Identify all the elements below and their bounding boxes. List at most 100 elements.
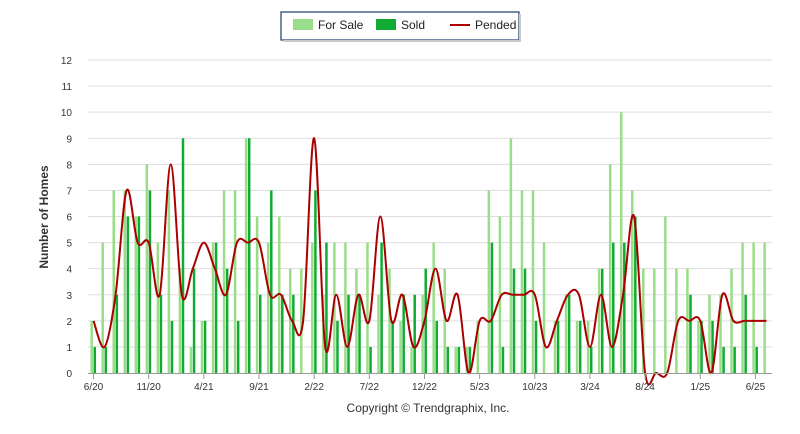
for-sale-bar [619, 112, 623, 374]
y-tick-label: 11 [62, 82, 73, 93]
sold-bar [159, 294, 163, 373]
sold-bar [556, 320, 560, 373]
for-sale-bar [631, 190, 634, 373]
pended-line [92, 137, 767, 386]
for-sale-bar [597, 268, 601, 373]
sold-bar [700, 320, 703, 373]
for-sale-bar [410, 346, 413, 373]
x-tick-label: 1/25 [691, 382, 711, 393]
sold-bar [490, 242, 494, 373]
for-sale-bar [708, 294, 711, 373]
sold-bar [501, 346, 505, 373]
for-sale-bar [752, 242, 755, 373]
legend: For Sale Sold Pended [280, 11, 521, 42]
y-axis-label: Number of Homes [37, 165, 51, 269]
x-tick-label: 11/20 [137, 382, 162, 393]
for-sale-bar [531, 190, 535, 373]
pended-line-path [92, 137, 767, 386]
sold-bar [413, 294, 416, 373]
for-sale-bar [134, 216, 138, 373]
x-tick-label: 6/25 [746, 382, 766, 393]
sold-bar [689, 294, 692, 373]
legend-swatch [376, 19, 396, 30]
for-sale-bar [443, 268, 446, 373]
for-sale-bar [289, 268, 292, 373]
for-sale-bar [421, 294, 424, 373]
for-sale-bar [178, 268, 182, 373]
x-axis-ticks: 6/20 11/20 4/21 9/21 2/22 7/22 12/22 5/23 10/23 3… [84, 373, 766, 393]
sold-bar [402, 294, 405, 373]
y-tick-label: 1 [66, 343, 72, 354]
for-sale-bar [586, 320, 590, 373]
sold-bar [325, 242, 328, 373]
for-sale-bar [476, 320, 480, 373]
sold-bar [755, 346, 758, 373]
for-sale-bar [156, 242, 160, 373]
for-sale-bar [311, 242, 314, 373]
for-sale-bar [344, 242, 347, 373]
y-tick-label: 4 [66, 265, 72, 276]
sold-bar [578, 320, 582, 373]
sold-bar [623, 242, 626, 373]
for-sale-bar [741, 242, 744, 373]
sold-bar [446, 346, 450, 373]
for-sale-bar [719, 294, 722, 373]
legend-label: Sold [401, 18, 425, 32]
for-sale-bar [575, 320, 579, 373]
for-sale-bar [244, 138, 248, 373]
sold-bar [512, 268, 516, 373]
sold-bar [292, 294, 295, 373]
for-sale-bar [509, 138, 513, 373]
y-tick-label: 3 [66, 291, 72, 302]
for-sale-bar [432, 242, 435, 373]
x-tick-label: 2/22 [304, 382, 324, 393]
sold-bar [225, 268, 229, 373]
for-sale-bar [266, 242, 270, 373]
bars [90, 112, 766, 374]
y-tick-label: 0 [66, 369, 72, 380]
sold-bar [634, 216, 637, 373]
sold-bar [247, 138, 251, 373]
for-sale-bar [553, 320, 557, 373]
for-sale-bar [608, 164, 612, 373]
for-sale-bar [145, 164, 149, 373]
sold-bar [369, 346, 372, 373]
sold-bar [468, 346, 472, 373]
sold-bar [711, 320, 714, 373]
sold-bar [115, 294, 119, 373]
sold-bar [314, 190, 317, 373]
sold-bar [589, 346, 593, 373]
sold-bar [744, 294, 747, 373]
for-sale-bar [564, 294, 568, 373]
x-tick-label: 6/20 [84, 382, 104, 393]
sold-bar [281, 294, 284, 373]
sold-bar [126, 216, 130, 373]
legend-swatch [293, 19, 313, 30]
for-sale-bar [399, 320, 402, 373]
y-tick-label: 10 [61, 108, 73, 119]
sold-bar [380, 242, 383, 373]
sold-bar [259, 294, 262, 373]
for-sale-bar [112, 190, 115, 373]
sold-bar [457, 346, 461, 373]
legend-label: For Sale [318, 18, 364, 32]
for-sale-bar [333, 242, 336, 373]
for-sale-bar [167, 190, 171, 373]
for-sale-bar [189, 346, 193, 373]
sold-bar [104, 346, 108, 373]
sold-bar [137, 216, 141, 373]
x-tick-label: 4/21 [194, 382, 214, 393]
sold-bar [567, 294, 571, 373]
sold-bar [612, 242, 615, 373]
for-sale-bar [454, 346, 457, 373]
for-sale-bar [763, 242, 766, 373]
legend-shadow [519, 14, 521, 42]
y-tick-label: 2 [66, 317, 72, 328]
sold-bar [336, 320, 339, 373]
for-sale-bar [498, 216, 502, 373]
sold-bar [148, 190, 152, 373]
sold-bar [347, 294, 350, 373]
sold-bar [391, 320, 394, 373]
for-sale-bar [520, 190, 524, 373]
copyright-credit: Copyright © Trendgraphix, Inc. [347, 401, 510, 415]
